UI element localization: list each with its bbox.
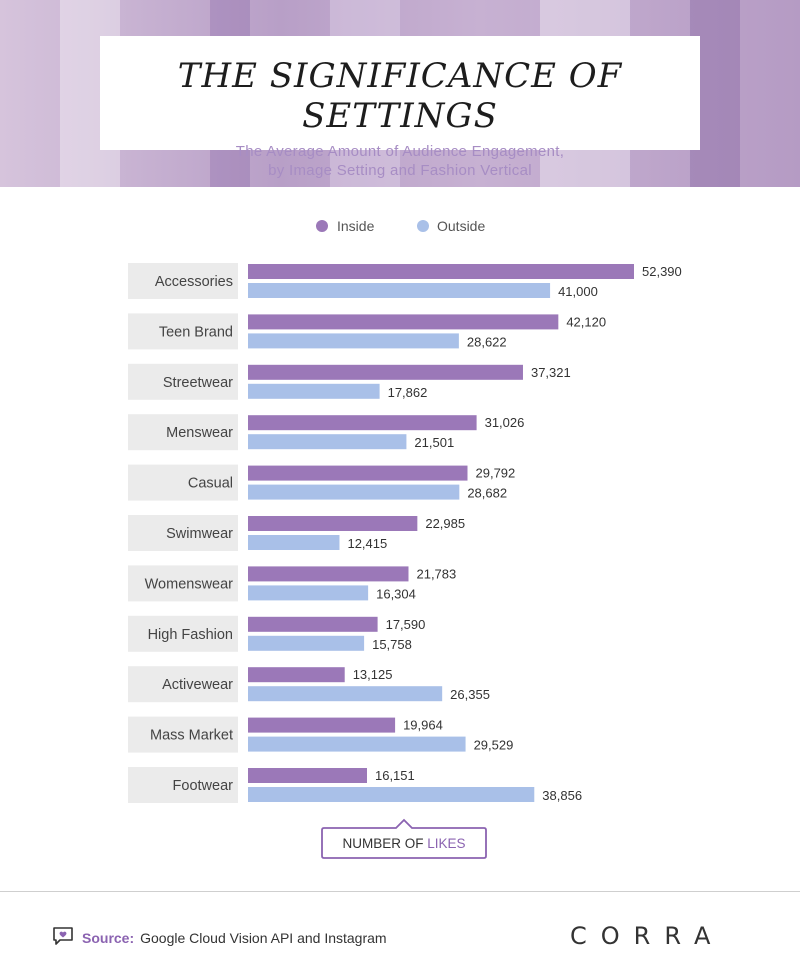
page-title: THE SIGNIFICANCE OF SETTINGS: [177, 56, 623, 136]
bar-inside: [248, 465, 468, 481]
bar-value-label: 37,321: [531, 365, 571, 380]
bar-value-label: 21,501: [414, 435, 454, 450]
x-axis-label-box: [321, 818, 487, 859]
category-label-bg: [128, 615, 238, 652]
category-label: High Fashion: [148, 627, 233, 643]
bar-value-label: 26,355: [450, 687, 490, 702]
bar-outside: [248, 736, 466, 752]
bar-value-label: 29,529: [474, 738, 514, 753]
footer-divider: [0, 891, 800, 892]
bar-outside: [248, 484, 460, 500]
x-axis-label-part1: NUMBER OF: [342, 836, 427, 851]
bar-value-label: 42,120: [566, 314, 606, 329]
category-label: Menswear: [166, 425, 233, 441]
bar-outside: [248, 686, 443, 702]
title-box: THE SIGNIFICANCE OF SETTINGS The Average…: [100, 36, 700, 179]
bar-inside: [248, 566, 409, 582]
bar-inside: [248, 415, 477, 431]
bar-outside: [248, 434, 407, 450]
bar-value-label: 28,622: [467, 334, 507, 349]
x-axis-label: NUMBER OF LIKES: [342, 836, 465, 851]
header-banner: THE SIGNIFICANCE OF SETTINGS The Average…: [0, 0, 800, 187]
bar-value-label: 17,590: [386, 617, 426, 632]
legend-label-inside: Inside: [337, 218, 375, 234]
category-label-bg: [128, 263, 238, 299]
category-label: Footwear: [173, 778, 234, 794]
source-note: Source: Google Cloud Vision API and Inst…: [52, 926, 387, 949]
source-label: Source:: [82, 929, 135, 946]
bar-inside: [248, 314, 559, 330]
category-label-bg: [128, 767, 238, 803]
source-text: Google Cloud Vision API and Instagram: [140, 929, 387, 946]
category-label-bg: [128, 565, 238, 602]
bar-outside: [248, 585, 369, 601]
bar-inside: [248, 264, 634, 279]
category-label: Swimwear: [166, 526, 233, 542]
bar-value-label: 29,792: [476, 466, 516, 481]
speech-bubble-heart-icon: [52, 926, 74, 949]
bar-value-label: 28,682: [467, 486, 507, 501]
bar-value-label: 19,964: [403, 718, 443, 733]
bar-inside: [248, 364, 523, 380]
legend-swatch-outside: [417, 220, 429, 232]
category-label: Accessories: [155, 274, 233, 290]
category-label: Streetwear: [163, 375, 233, 391]
bar-value-label: 38,856: [542, 788, 582, 803]
subtitle-line: The Average Amount of Audience Engagemen…: [235, 143, 565, 160]
category-label-bg: [128, 666, 238, 703]
legend-label-outside: Outside: [437, 218, 485, 234]
bar-value-label: 31,026: [485, 415, 525, 430]
bar-outside: [248, 383, 380, 399]
bar-outside: [248, 787, 535, 802]
category-label-bg: [128, 716, 238, 753]
bar-value-label: 41,000: [558, 284, 598, 299]
bar-value-label: 22,985: [425, 516, 465, 531]
bar-value-label: 17,862: [388, 385, 428, 400]
category-label: Casual: [188, 476, 233, 492]
category-label-bg: [128, 515, 238, 551]
bar-outside: [248, 333, 459, 349]
bar-outside: [248, 535, 340, 550]
category-label: Womenswear: [145, 576, 234, 592]
category-label: Activewear: [162, 677, 233, 693]
legend-swatch-inside: [316, 220, 328, 232]
bar-inside: [248, 667, 345, 683]
bar-value-label: 16,151: [375, 768, 415, 783]
category-label: Teen Brand: [159, 324, 233, 340]
bar-chart: Inside Outside Accessories 52,390 41,000 Teen…: [128, 218, 682, 859]
bar-value-label: 12,415: [347, 536, 387, 551]
bar-inside: [248, 717, 396, 733]
x-axis-label-part2: LIKES: [427, 836, 465, 851]
bar-inside: [248, 768, 367, 783]
bar-value-label: 52,390: [642, 264, 682, 279]
bar-value-label: 16,304: [376, 586, 416, 601]
subtitle-line: by Image Setting and Fashion Vertical: [268, 162, 532, 179]
page-subtitle: The Average Amount of Audience Engagemen…: [100, 142, 700, 180]
category-label: Mass Market: [150, 728, 233, 744]
category-label-bg: [128, 464, 238, 501]
bar-outside: [248, 635, 365, 651]
bar-value-label: 13,125: [353, 667, 393, 682]
category-label-bg: [128, 414, 238, 451]
brand-logo: CORRA: [570, 922, 725, 950]
bar-inside: [248, 516, 418, 531]
bar-inside: [248, 616, 378, 632]
category-label-bg: [128, 363, 238, 400]
bar-outside: [248, 283, 551, 298]
category-label-bg: [128, 313, 238, 350]
bar-value-label: 15,758: [372, 637, 412, 652]
bar-value-label: 21,783: [416, 566, 456, 581]
